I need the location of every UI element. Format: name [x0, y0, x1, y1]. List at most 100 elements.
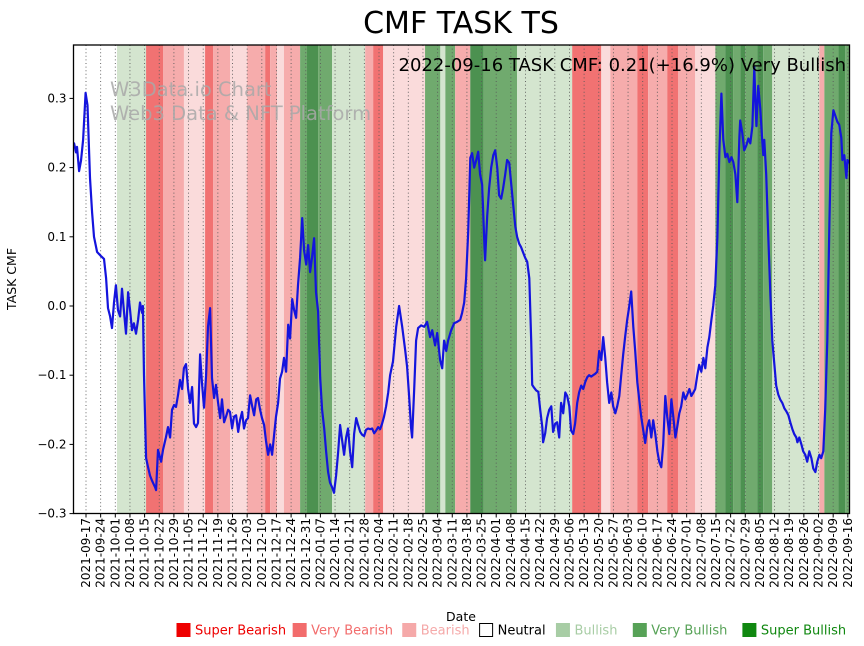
sentiment-band-bearish_light	[277, 45, 284, 514]
y-tick-label: 0.2	[47, 161, 66, 175]
legend-swatch-super_bullish	[742, 623, 757, 637]
x-tick-label: 2022-01-07	[313, 518, 327, 588]
sentiment-band-bearish	[819, 45, 825, 514]
y-axis-ticks: 0.3 0.2 0.1 0.0 −0.1 −0.2 −0.3	[37, 91, 74, 521]
legend-swatch-very_bullish	[632, 623, 647, 637]
sentiment-band-super_bullish	[838, 45, 846, 514]
legend-swatch-bearish	[402, 623, 417, 637]
watermark-line1: W3Data.io Chart	[110, 78, 272, 101]
legend-item-neutral: Neutral	[479, 623, 546, 639]
y-axis-label: TASK CMF	[4, 248, 19, 311]
sentiment-band-very_bearish	[373, 45, 384, 514]
x-tick-label: 2022-05-27	[606, 518, 620, 588]
legend-item-very_bearish: Very Bearish	[292, 623, 393, 639]
legend-swatch-very_bearish	[292, 623, 307, 637]
x-tick-label: 2022-06-03	[621, 518, 635, 588]
x-tick-label: 2022-08-19	[782, 518, 796, 588]
sentiment-band-bearish_light	[695, 45, 716, 514]
plot-border	[72, 44, 851, 515]
x-tick-label: 2022-02-18	[401, 518, 415, 588]
sentiment-band-very_bullish	[483, 45, 518, 514]
x-tick-label: 2021-10-01	[108, 518, 122, 588]
y-tick-label: −0.2	[37, 437, 66, 451]
gridlines	[85, 45, 849, 514]
y-tick-label: 0.1	[47, 230, 66, 244]
x-tick-label: 2022-07-01	[680, 518, 694, 588]
legend-item-super_bearish: Super Bearish	[176, 623, 286, 639]
x-tick-label: 2022-04-29	[548, 518, 562, 588]
x-axis-label: Date	[446, 609, 476, 624]
x-tick-label: 2022-02-25	[416, 518, 430, 588]
x-tick-label: 2022-04-01	[489, 518, 503, 588]
sentiment-band-super_bullish	[307, 45, 319, 514]
y-tick-label: −0.3	[37, 507, 66, 521]
x-tick-label: 2022-07-22	[724, 518, 738, 588]
x-tick-label: 2022-02-04	[372, 518, 386, 588]
sentiment-band-bullish	[772, 45, 820, 514]
sentiment-band-very_bearish	[205, 45, 214, 514]
legend-swatch-bullish	[555, 623, 570, 637]
x-axis-ticks: 2021-09-17 2021-09-24 2021-10-01 2021-10-08…	[79, 513, 855, 588]
x-tick-label: 2021-10-29	[167, 518, 181, 588]
sentiment-band-bullish	[440, 45, 446, 514]
x-tick-label: 2022-08-05	[753, 518, 767, 588]
x-tick-label: 2022-01-14	[328, 518, 342, 588]
x-tick-label: 2021-12-24	[284, 518, 298, 588]
legend-item-bearish: Bearish	[402, 623, 470, 639]
sentiment-band-very_bearish	[265, 45, 271, 514]
x-tick-label: 2022-02-11	[387, 518, 401, 588]
x-tick-label: 2022-03-18	[460, 518, 474, 588]
legend-swatch-neutral	[479, 623, 494, 637]
legend-label-neutral: Neutral	[498, 624, 546, 639]
x-tick-label: 2021-09-17	[79, 518, 93, 588]
x-tick-label: 2022-05-06	[562, 518, 576, 588]
x-tick-label: 2022-09-09	[826, 518, 840, 588]
legend-item-bullish: Bullish	[555, 623, 617, 639]
sentiment-band-super_bullish	[725, 45, 734, 514]
x-tick-label: 2022-07-08	[694, 518, 708, 588]
x-tick-label: 2021-12-31	[299, 518, 313, 588]
y-tick-label: 0.3	[47, 91, 66, 105]
x-tick-label: 2021-10-15	[138, 518, 152, 588]
sentiment-band-super_bullish	[740, 45, 746, 514]
sentiment-band-very_bullish	[733, 45, 741, 514]
sentiment-band-bearish	[610, 45, 638, 514]
cmf-line	[73, 66, 850, 494]
sentiment-band-very_bearish	[667, 45, 679, 514]
x-tick-label: 2021-10-08	[123, 518, 137, 588]
x-tick-label: 2021-10-22	[152, 518, 166, 588]
sentiment-band-bearish	[455, 45, 471, 514]
chart-title: CMF TASK TS	[363, 6, 559, 41]
x-tick-label: 2022-03-25	[475, 518, 489, 588]
x-tick-label: 2022-01-28	[357, 518, 371, 588]
x-tick-label: 2022-01-21	[343, 518, 357, 588]
sentiment-band-very_bearish	[572, 45, 602, 514]
sentiment-band-bearish_light	[229, 45, 248, 514]
x-tick-label: 2022-07-29	[738, 518, 752, 588]
sentiment-legend: Super Bearish Very Bearish Bearish Neutral B…	[176, 623, 846, 639]
sentiment-band-very_bullish	[824, 45, 839, 514]
x-tick-label: 2021-11-12	[196, 518, 210, 588]
sentiment-band-very_bullish	[715, 45, 726, 514]
sentiment-band-very_bullish	[425, 45, 441, 514]
x-tick-label: 2022-03-11	[445, 518, 459, 588]
watermark-line2: Web3 Data & NFT Platform	[110, 102, 371, 125]
x-tick-label: 2022-08-12	[768, 518, 782, 588]
legend-label-super_bullish: Super Bullish	[761, 624, 846, 639]
sentiment-band-bearish_light	[601, 45, 611, 514]
x-tick-label: 2021-12-03	[240, 518, 254, 588]
sentiment-band-very_bearish	[146, 45, 164, 514]
legend-swatch-super_bearish	[176, 623, 191, 637]
latest-value-annotation: 2022-09-16 TASK CMF: 0.21(+16.9%) Very B…	[399, 55, 846, 76]
legend-label-very_bearish: Very Bearish	[311, 624, 393, 639]
sentiment-band-bearish	[270, 45, 278, 514]
sentiment-band-very_bullish	[763, 45, 773, 514]
x-tick-label: 2022-06-24	[665, 518, 679, 588]
x-tick-label: 2022-05-20	[592, 518, 606, 588]
x-tick-label: 2022-06-17	[650, 518, 664, 588]
legend-label-bullish: Bullish	[574, 624, 617, 639]
x-tick-label: 2022-09-16	[841, 518, 855, 588]
sentiment-band-very_bullish	[300, 45, 308, 514]
y-tick-label: −0.1	[37, 368, 66, 382]
